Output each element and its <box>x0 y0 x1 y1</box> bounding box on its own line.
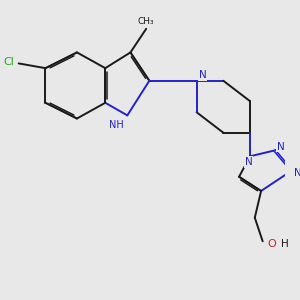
Text: N: N <box>244 157 252 167</box>
Text: Cl: Cl <box>3 57 14 67</box>
Text: CH₃: CH₃ <box>138 17 154 26</box>
Text: NH: NH <box>109 120 124 130</box>
Text: O: O <box>267 239 276 249</box>
Text: N: N <box>294 168 300 178</box>
Text: H: H <box>281 239 289 249</box>
Text: N: N <box>277 142 284 152</box>
Text: N: N <box>199 70 207 80</box>
